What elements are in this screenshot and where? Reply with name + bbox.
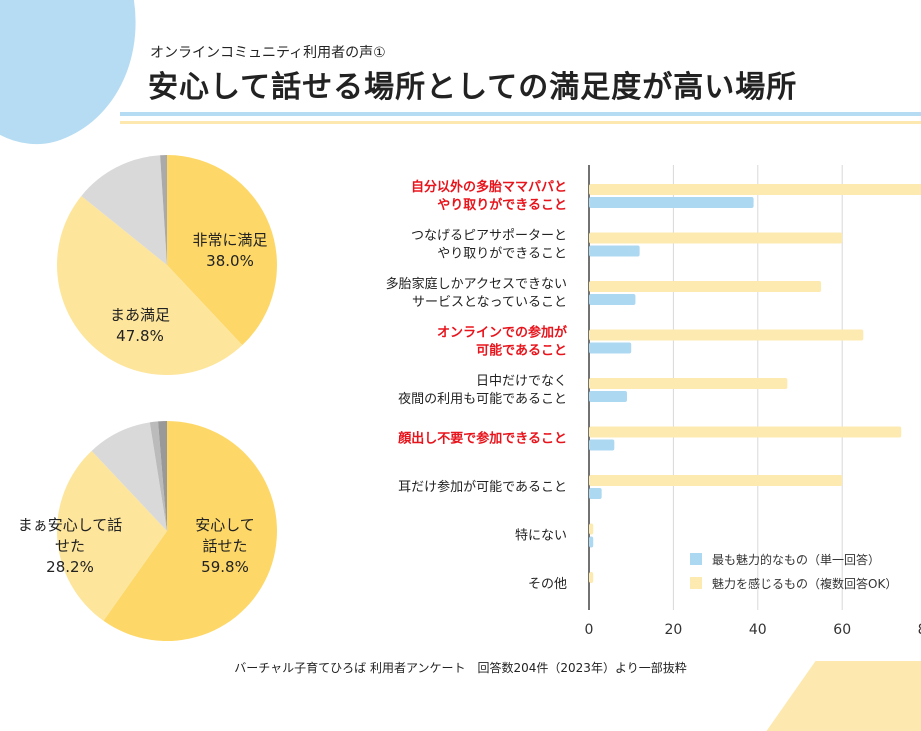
pie-value-label: 47.8% [116,327,164,345]
category-label: その他 [528,577,567,592]
pie-slice-label: せた [55,537,85,555]
subtitle: オンラインコミュニティ利用者の声① [150,45,386,61]
category-label: 耳だけ参加が可能であること [398,479,567,495]
legend-swatch [690,577,702,589]
category-label: つなげるピアサポーターと [411,229,567,244]
category-label: 夜間の利用も可能であること [398,392,567,407]
legend-swatch [690,553,702,565]
category-label: 多胎家庭しかアクセスできない [386,276,567,292]
pie-slice [103,421,278,642]
bar [589,294,636,305]
pie-slice-label: 非常に満足 [192,231,267,249]
x-tick-label: 20 [664,622,682,638]
x-tick-label: 80 [918,622,921,638]
pie-slice-label: まあ満足 [110,306,170,324]
bar [589,391,627,402]
bar [589,439,615,451]
category-label: 日中だけでなく [476,374,567,389]
category-label: オンラインでの参加が [437,325,567,341]
category-label: やり取りができること [437,197,567,213]
category-label: 顔出し不要で参加できること [397,431,567,447]
bar [589,572,594,583]
category-label: 特にない [515,529,567,544]
pie-slice-label: 安心して [195,516,255,534]
pie-slice [158,421,167,531]
bar [589,342,632,354]
bar [589,523,594,535]
bar [589,245,640,257]
pie-value-label: 28.2% [46,558,94,576]
divider-yellow [120,121,921,124]
bar [589,488,602,499]
legend-label: 最も魅力的なもの（単一回答） [712,552,880,567]
footer-note: バーチャル子育てひろば 利用者アンケート 回答数204件（2023年）より一部抜… [234,661,687,675]
bar [589,426,902,438]
x-tick-label: 60 [833,622,851,638]
pie-slice [56,195,243,376]
pie-slice [160,155,167,265]
bar [589,281,822,292]
pie-slice [81,155,167,265]
pie-value-label: 38.0% [206,252,254,270]
page-title: 安心して話せる場所としての満足度が高い場所 [148,70,798,105]
bar [589,197,754,208]
bar [589,536,594,548]
category-label: 可能であること [476,343,567,359]
category-label: サービスとなっていること [412,295,567,310]
category-label: やり取りができること [437,247,567,262]
pie-slice-label: まぁ安心して話 [18,516,123,534]
legend-label: 魅力を感じるもの（複数回答OK） [712,576,897,591]
category-label: 自分以外の多胎ママパパと [411,179,567,195]
pie-slice [91,422,167,531]
pie-slice [149,421,167,531]
bar [589,184,921,195]
bar [589,329,864,341]
pie-slice [167,155,277,346]
pie-slice-label: 話せた [202,537,247,555]
divider-blue [120,112,921,116]
pie-value-label: 59.8% [201,558,249,576]
x-tick-label: 0 [585,622,594,638]
bar [589,232,843,244]
pie-slice [57,450,167,621]
bar [589,378,788,389]
bar [589,475,843,486]
x-tick-label: 40 [749,622,767,638]
